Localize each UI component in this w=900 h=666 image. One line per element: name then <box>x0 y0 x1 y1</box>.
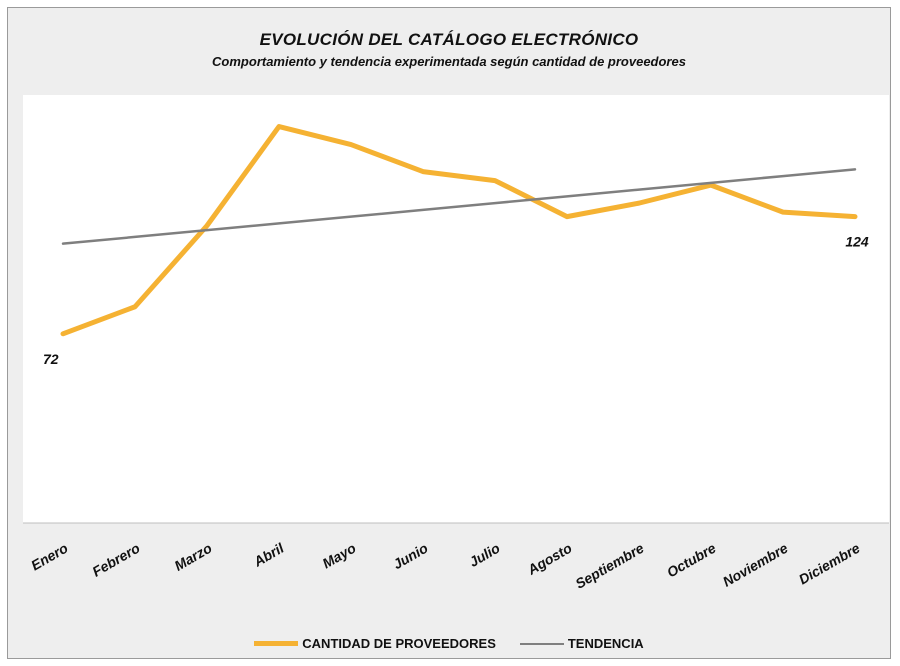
series-0-point-4 <box>351 144 352 145</box>
chart-title: EVOLUCIÓN DEL CATÁLOGO ELECTRÓNICO <box>259 30 639 49</box>
series-0-point-6 <box>495 180 496 181</box>
series-1-point-6 <box>495 203 496 204</box>
series-1-point-5 <box>423 209 424 210</box>
x-tick-label-10: Noviembre <box>720 540 791 590</box>
plot-area <box>23 95 889 523</box>
x-tick-label-8: Septiembre <box>572 540 646 592</box>
series-0-point-2 <box>207 225 208 226</box>
x-tick-label-9: Octubre <box>664 540 719 581</box>
series-0-point-7 <box>567 216 568 217</box>
x-tick-label-7: Agosto <box>524 540 575 579</box>
legend-item-tendencia: TENDENCIA <box>519 636 644 651</box>
x-tick-label-4: Mayo <box>319 540 358 572</box>
series-1-point-3 <box>279 223 280 224</box>
chart-subtitle: Comportamiento y tendencia experimentada… <box>212 54 686 69</box>
x-tick-label-11: Diciembre <box>796 540 863 588</box>
series-1-point-2 <box>207 230 208 231</box>
series-1-point-10 <box>783 176 784 177</box>
legend-swatch-cantidad <box>254 641 299 646</box>
series-0-point-5 <box>423 171 424 172</box>
x-tick-label-2: Marzo <box>171 540 214 574</box>
series-1-point-4 <box>351 216 352 217</box>
legend-swatch-tendencia <box>519 642 564 645</box>
data-label-11: 124 <box>845 234 869 250</box>
legend-item-cantidad: CANTIDAD DE PROVEEDORES <box>254 636 496 651</box>
x-tick-label-1: Febrero <box>89 540 143 580</box>
series-1-point-11 <box>855 169 856 170</box>
series-0-point-11 <box>855 216 856 217</box>
x-tick-label-0: Enero <box>28 540 71 574</box>
series-1-point-0 <box>63 243 64 244</box>
series-1-point-8 <box>639 189 640 190</box>
series-0-point-8 <box>639 203 640 204</box>
series-0-point-3 <box>279 126 280 127</box>
x-tick-label-6: Julio <box>466 540 503 570</box>
x-tick-label-5: Junio <box>390 540 431 573</box>
series-1-point-9 <box>711 182 712 183</box>
legend-label-cantidad: CANTIDAD DE PROVEEDORES <box>302 636 496 651</box>
legend: CANTIDAD DE PROVEEDORES TENDENCIA <box>8 636 890 651</box>
series-0-point-1 <box>135 306 136 307</box>
data-label-0: 72 <box>43 351 59 367</box>
series-0-point-9 <box>711 185 712 186</box>
series-0-point-10 <box>783 212 784 213</box>
series-line-1 <box>61 168 857 245</box>
series-1-point-1 <box>135 236 136 237</box>
series-line-0 <box>60 124 858 337</box>
series-0-point-0 <box>63 333 64 334</box>
series-1-point-7 <box>567 196 568 197</box>
legend-label-tendencia: TENDENCIA <box>567 636 644 651</box>
x-tick-label-3: Abril <box>250 539 287 570</box>
